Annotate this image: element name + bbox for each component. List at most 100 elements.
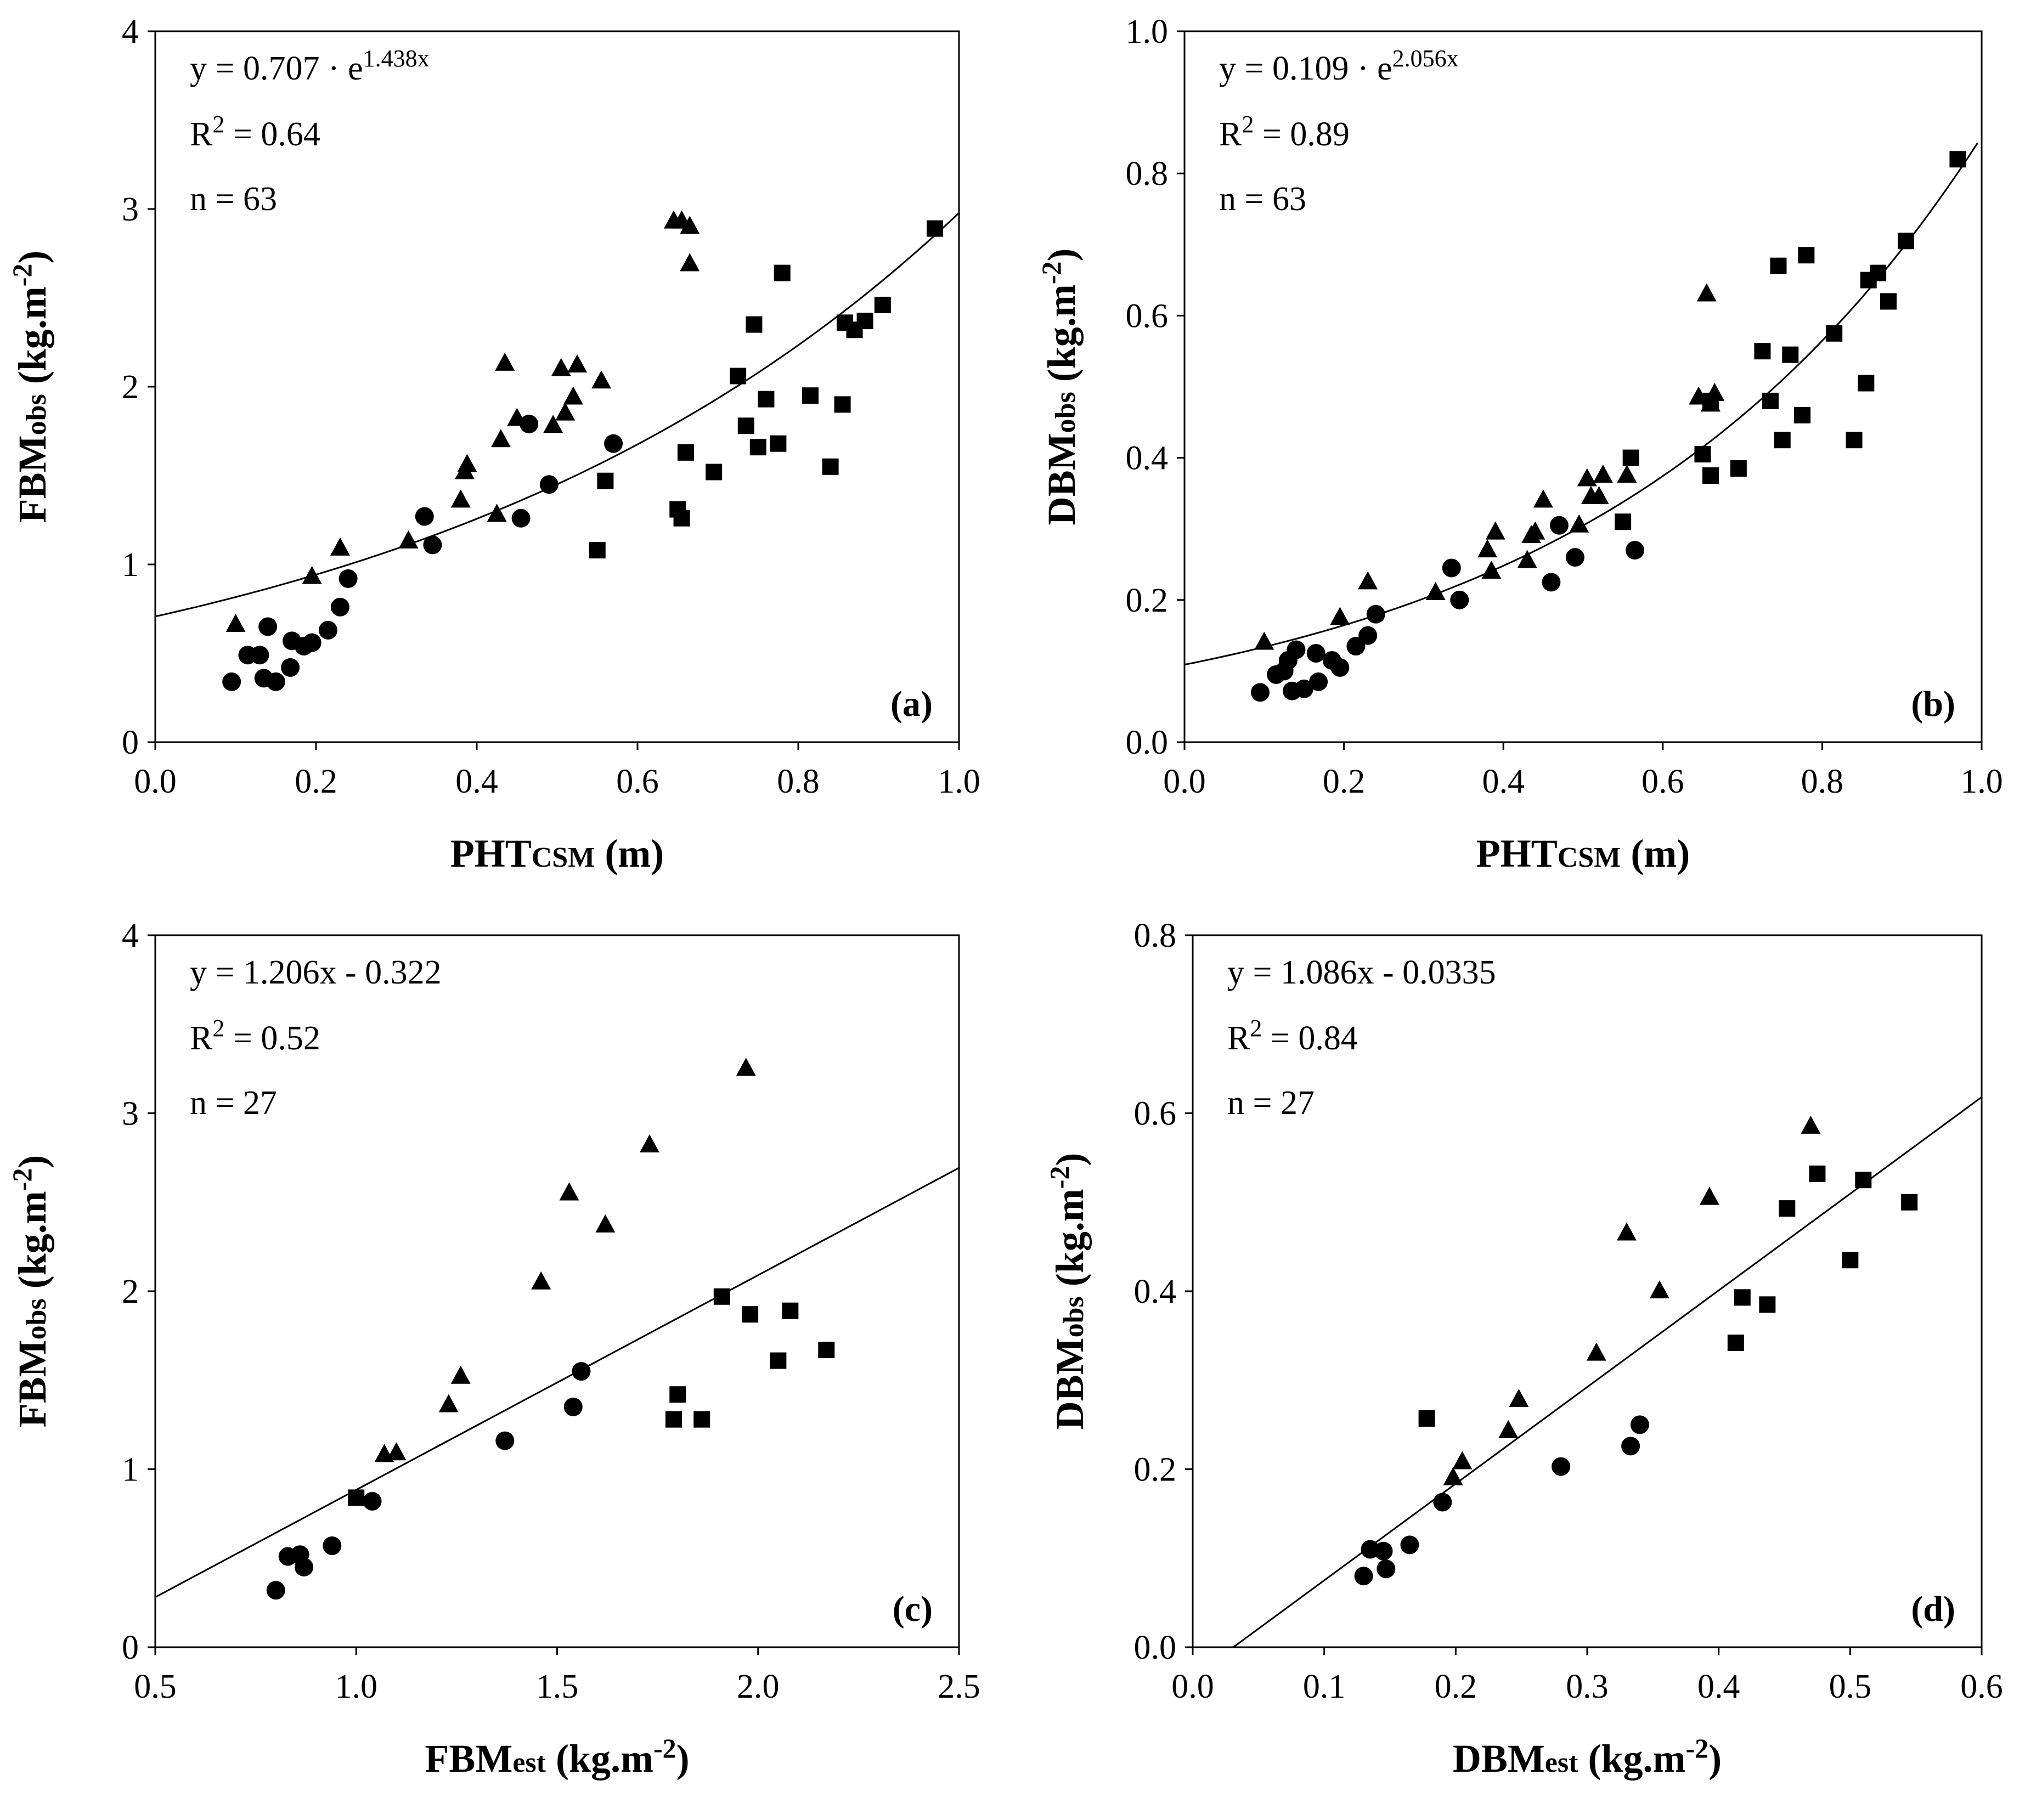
x-tick-label: 2.0 <box>737 1668 780 1705</box>
panel-label: (b) <box>1911 684 1955 724</box>
data-point-triangle <box>225 614 246 632</box>
data-point-triangle <box>563 386 583 405</box>
data-point-square <box>1615 513 1632 530</box>
fit-equation: y = 0.109 · e2.056x <box>1219 45 1459 87</box>
r-squared: R2 = 0.64 <box>190 111 320 153</box>
data-point-square <box>1727 1335 1744 1352</box>
x-tick-label: 0.0 <box>1171 1668 1214 1705</box>
data-point-triangle <box>1425 581 1446 600</box>
r-squared: R2 = 0.89 <box>1219 111 1350 153</box>
fit-equation: y = 0.707 · e1.438x <box>190 45 430 87</box>
data-point-triangle <box>1517 550 1537 568</box>
panel-label: (d) <box>1911 1589 1955 1629</box>
data-point-circle <box>258 617 278 636</box>
data-point-square <box>1809 1165 1826 1182</box>
data-point-square <box>782 1302 799 1319</box>
data-point-triangle <box>438 1394 459 1412</box>
data-point-triangle <box>1699 1186 1719 1205</box>
y-tick-label: 4 <box>122 917 139 954</box>
data-point-square <box>1774 432 1791 449</box>
data-point-triangle <box>555 402 576 421</box>
data-point-square <box>774 264 791 281</box>
data-point-square <box>758 391 775 408</box>
y-tick-label: 1.0 <box>1126 13 1169 50</box>
data-point-triangle <box>495 352 515 371</box>
data-point-triangle <box>507 408 527 426</box>
data-point-circle <box>604 434 623 453</box>
data-point-triangle <box>1509 1388 1529 1407</box>
data-point-square <box>770 435 787 452</box>
x-tick-label: 0.6 <box>1960 1668 2003 1705</box>
data-point-square <box>673 510 690 527</box>
y-tick-label: 4 <box>122 13 139 50</box>
data-point-circle <box>1450 590 1469 609</box>
data-point-triangle <box>1533 489 1553 508</box>
data-point-circle <box>1374 1541 1393 1561</box>
data-point-square <box>1770 257 1787 274</box>
x-tick-label: 0.5 <box>134 1668 177 1705</box>
data-point-triangle <box>1616 1222 1637 1241</box>
x-tick-label: 0.6 <box>616 763 659 800</box>
data-point-square <box>1794 406 1811 423</box>
x-axis-title: PHTCSM (m) <box>1476 832 1690 875</box>
plot-frame <box>1183 30 1983 743</box>
data-point-square <box>1858 375 1875 392</box>
data-point-circle <box>563 1397 583 1416</box>
x-tick-label: 0.2 <box>1323 763 1366 800</box>
y-tick-label: 0.4 <box>1126 440 1169 477</box>
y-tick-label: 3 <box>122 191 139 228</box>
data-point-circle <box>295 1557 314 1576</box>
x-tick-label: 0.8 <box>1801 763 1844 800</box>
data-point-triangle <box>1498 1420 1519 1438</box>
fit-equation: y = 1.086x - 0.0335 <box>1227 954 1496 991</box>
data-point-square <box>1694 446 1711 463</box>
y-tick-label: 0.8 <box>1126 155 1169 193</box>
data-point-circle <box>323 1536 342 1556</box>
y-tick-label: 0.2 <box>1126 582 1169 619</box>
data-point-triangle <box>450 489 471 508</box>
y-tick-label: 0.4 <box>1134 1273 1177 1310</box>
data-point-triangle <box>1477 539 1498 558</box>
data-point-square <box>589 542 606 559</box>
data-point-circle <box>415 507 434 526</box>
y-tick-label: 0.2 <box>1134 1451 1177 1489</box>
data-point-circle <box>330 597 349 617</box>
fit-line <box>1233 1096 1982 1648</box>
data-point-square <box>1754 343 1771 360</box>
data-point-triangle <box>591 370 612 389</box>
x-tick-label: 0.1 <box>1303 1668 1346 1705</box>
data-point-circle <box>539 475 559 494</box>
data-point-circle <box>1625 541 1644 560</box>
data-point-circle <box>1400 1535 1419 1555</box>
data-point-square <box>1759 1296 1776 1313</box>
data-point-square <box>1762 392 1779 409</box>
y-tick-label: 1 <box>122 546 139 584</box>
data-point-circle <box>1565 548 1584 567</box>
data-point-square <box>742 1306 759 1323</box>
x-tick-label: 1.0 <box>335 1668 378 1705</box>
x-tick-label: 1.5 <box>536 1668 579 1705</box>
x-tick-label: 0.0 <box>134 763 177 800</box>
data-point-circle <box>339 569 358 588</box>
data-point-square <box>770 1352 787 1369</box>
data-point-square <box>713 1288 730 1305</box>
data-point-circle <box>1630 1415 1649 1434</box>
y-axis-title: DBMobs (kg.m-2) <box>1036 248 1084 525</box>
x-tick-label: 0.8 <box>777 763 820 800</box>
data-point-square <box>802 387 819 404</box>
x-tick-label: 0.2 <box>1435 1668 1477 1705</box>
data-point-circle <box>1377 1559 1396 1579</box>
data-point-circle <box>423 535 442 555</box>
r-squared: R2 = 0.52 <box>190 1015 320 1057</box>
data-point-square <box>927 220 944 237</box>
panel-c: 0.5 1.0 1.5 2.0 2.5 0 1 2 3 4 y = 1.206x - 0.322 R2… <box>7 917 980 1781</box>
data-point-circle <box>302 633 321 652</box>
x-tick-label: 0.4 <box>1482 763 1525 800</box>
data-point-triangle <box>639 1134 659 1152</box>
data-point-square <box>1901 1194 1918 1211</box>
data-point-square <box>1798 247 1815 264</box>
x-axis-title: FBMest (kg.m-2) <box>425 1733 689 1781</box>
y-tick-label: 0 <box>122 1629 139 1666</box>
data-point-triangle <box>386 1442 407 1461</box>
data-point-square <box>1855 1172 1872 1189</box>
